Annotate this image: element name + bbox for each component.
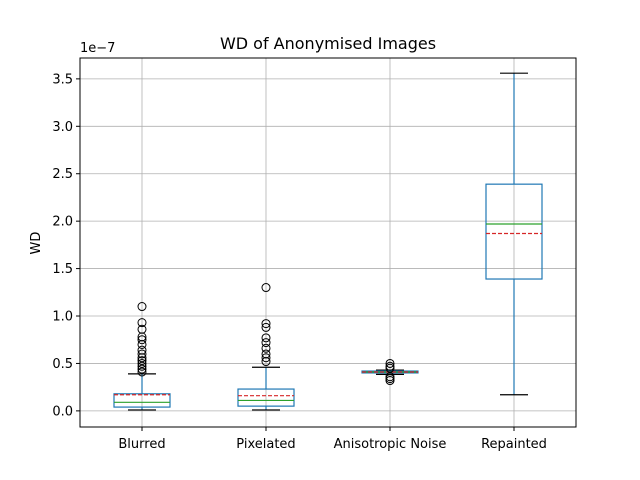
outlier-point — [261, 333, 271, 343]
outlier-point — [137, 367, 147, 377]
outlier-point — [261, 343, 271, 353]
y-axis-label: WD — [29, 232, 44, 255]
y-tick-label: 3.0 — [52, 120, 73, 135]
iqr-box — [113, 393, 171, 408]
y-tick-label: 2.5 — [52, 167, 73, 182]
plot-frame — [79, 57, 577, 428]
outlier-point — [137, 356, 147, 366]
outlier-point — [137, 361, 147, 371]
y-axis-scale-label: 1e−7 — [80, 41, 115, 56]
x-tick-label: Anisotropic Noise — [334, 437, 447, 452]
x-tick-label: Pixelated — [236, 437, 295, 452]
box-blurred — [113, 302, 171, 411]
outlier-point — [137, 318, 147, 328]
outlier-point — [261, 338, 271, 348]
y-tick-label: 1.5 — [52, 262, 73, 277]
outlier-point — [137, 345, 147, 355]
outlier-point — [137, 302, 147, 312]
outlier-point — [261, 322, 271, 332]
y-tick-label: 1.0 — [52, 310, 73, 325]
box-pixelated — [237, 283, 295, 411]
outlier-point — [137, 349, 147, 359]
outlier-point — [137, 364, 147, 374]
iqr-box — [237, 388, 295, 407]
y-tick-label: 0.5 — [52, 357, 73, 372]
y-tick-label: 0.0 — [52, 404, 73, 419]
outlier-point — [385, 358, 395, 368]
outlier-point — [261, 353, 271, 363]
axes: 0.0 0.5 1.0 1.5 2.0 2.5 3.0 3.5 Blurred Pixelated… — [52, 72, 547, 452]
y-tick-label: 2.0 — [52, 215, 73, 230]
outlier-point — [137, 335, 147, 345]
x-tick-label: Blurred — [118, 437, 165, 452]
box-anisotropic-noise — [361, 358, 419, 386]
iqr-box — [485, 183, 543, 280]
outlier-point — [261, 349, 271, 359]
x-tick-label: Repainted — [481, 437, 547, 452]
y-tick-label: 3.5 — [52, 72, 73, 87]
outlier-point — [261, 319, 271, 329]
outlier-point — [137, 324, 147, 334]
outlier-point — [385, 372, 395, 382]
chart-title: WD of Anonymised Images — [220, 34, 436, 53]
box-repainted — [485, 72, 543, 396]
outlier-point — [261, 283, 271, 293]
box-series — [113, 72, 543, 411]
outlier-point — [385, 361, 395, 371]
outlier-point — [137, 358, 147, 368]
